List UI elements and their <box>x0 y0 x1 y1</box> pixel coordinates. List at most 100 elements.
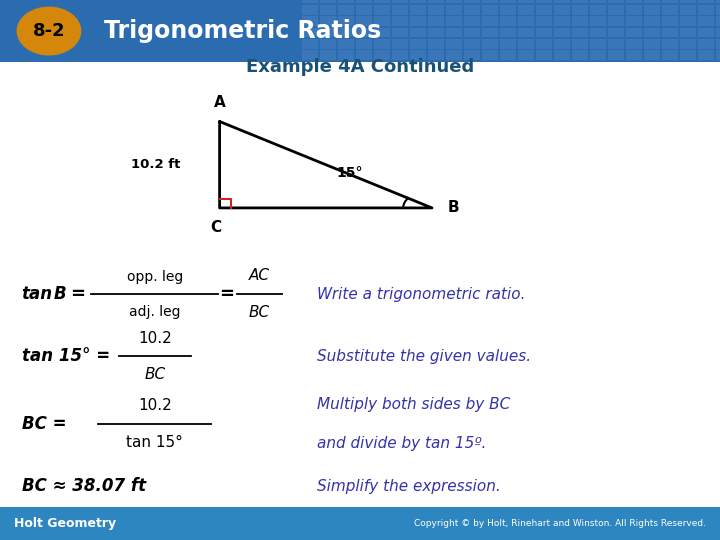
Text: tan 15°: tan 15° <box>127 435 183 450</box>
Text: Holt Geometry: Holt Geometry <box>14 517 117 530</box>
FancyBboxPatch shape <box>644 28 660 37</box>
FancyBboxPatch shape <box>320 50 336 60</box>
FancyBboxPatch shape <box>428 16 444 26</box>
FancyBboxPatch shape <box>302 16 318 26</box>
FancyBboxPatch shape <box>482 50 498 60</box>
FancyBboxPatch shape <box>500 50 516 60</box>
FancyBboxPatch shape <box>428 0 444 3</box>
FancyBboxPatch shape <box>374 39 390 49</box>
Text: BC: BC <box>144 367 166 382</box>
FancyBboxPatch shape <box>536 39 552 49</box>
FancyBboxPatch shape <box>536 50 552 60</box>
FancyBboxPatch shape <box>626 5 642 15</box>
FancyBboxPatch shape <box>518 16 534 26</box>
FancyBboxPatch shape <box>572 5 588 15</box>
FancyBboxPatch shape <box>572 28 588 37</box>
Text: BC =: BC = <box>22 415 66 433</box>
FancyBboxPatch shape <box>482 5 498 15</box>
FancyBboxPatch shape <box>500 5 516 15</box>
Text: Substitute the given values.: Substitute the given values. <box>317 349 531 364</box>
FancyBboxPatch shape <box>716 50 720 60</box>
FancyBboxPatch shape <box>482 39 498 49</box>
FancyBboxPatch shape <box>446 39 462 49</box>
FancyBboxPatch shape <box>716 16 720 26</box>
FancyBboxPatch shape <box>572 39 588 49</box>
FancyBboxPatch shape <box>590 39 606 49</box>
FancyBboxPatch shape <box>626 50 642 60</box>
FancyBboxPatch shape <box>464 50 480 60</box>
FancyBboxPatch shape <box>464 0 480 3</box>
FancyBboxPatch shape <box>374 50 390 60</box>
FancyBboxPatch shape <box>302 0 318 3</box>
FancyBboxPatch shape <box>536 0 552 3</box>
FancyBboxPatch shape <box>716 39 720 49</box>
FancyBboxPatch shape <box>356 50 372 60</box>
FancyBboxPatch shape <box>662 5 678 15</box>
FancyBboxPatch shape <box>536 28 552 37</box>
FancyBboxPatch shape <box>0 507 720 540</box>
FancyBboxPatch shape <box>644 0 660 3</box>
FancyBboxPatch shape <box>392 28 408 37</box>
FancyBboxPatch shape <box>374 16 390 26</box>
FancyBboxPatch shape <box>302 39 318 49</box>
FancyBboxPatch shape <box>680 5 696 15</box>
FancyBboxPatch shape <box>446 50 462 60</box>
FancyBboxPatch shape <box>464 16 480 26</box>
FancyBboxPatch shape <box>374 28 390 37</box>
Text: Simplify the expression.: Simplify the expression. <box>317 478 500 494</box>
FancyBboxPatch shape <box>518 0 534 3</box>
FancyBboxPatch shape <box>392 39 408 49</box>
FancyBboxPatch shape <box>662 0 678 3</box>
FancyBboxPatch shape <box>302 50 318 60</box>
FancyBboxPatch shape <box>410 0 426 3</box>
FancyBboxPatch shape <box>482 16 498 26</box>
FancyBboxPatch shape <box>536 5 552 15</box>
FancyBboxPatch shape <box>698 16 714 26</box>
FancyBboxPatch shape <box>590 0 606 3</box>
Text: tan: tan <box>22 285 53 303</box>
Text: 8-2: 8-2 <box>32 22 66 40</box>
Text: Write a trigonometric ratio.: Write a trigonometric ratio. <box>317 287 526 302</box>
FancyBboxPatch shape <box>590 50 606 60</box>
FancyBboxPatch shape <box>464 5 480 15</box>
FancyBboxPatch shape <box>680 0 696 3</box>
Text: B: B <box>448 200 459 215</box>
Text: 10.2 ft: 10.2 ft <box>130 158 180 171</box>
FancyBboxPatch shape <box>320 5 336 15</box>
Text: B: B <box>54 285 67 303</box>
FancyBboxPatch shape <box>410 16 426 26</box>
Text: A: A <box>214 94 225 110</box>
FancyBboxPatch shape <box>698 39 714 49</box>
FancyBboxPatch shape <box>698 0 714 3</box>
Text: Example 4A Continued: Example 4A Continued <box>246 58 474 77</box>
FancyBboxPatch shape <box>356 39 372 49</box>
Text: tan 15° =: tan 15° = <box>22 347 109 366</box>
FancyBboxPatch shape <box>428 39 444 49</box>
FancyBboxPatch shape <box>500 28 516 37</box>
Text: =: = <box>220 285 235 303</box>
FancyBboxPatch shape <box>428 5 444 15</box>
FancyBboxPatch shape <box>662 39 678 49</box>
FancyBboxPatch shape <box>554 5 570 15</box>
FancyBboxPatch shape <box>0 0 720 62</box>
FancyBboxPatch shape <box>716 0 720 3</box>
FancyBboxPatch shape <box>374 5 390 15</box>
FancyBboxPatch shape <box>500 39 516 49</box>
FancyBboxPatch shape <box>392 5 408 15</box>
FancyBboxPatch shape <box>680 39 696 49</box>
FancyBboxPatch shape <box>518 50 534 60</box>
FancyBboxPatch shape <box>608 50 624 60</box>
FancyBboxPatch shape <box>320 16 336 26</box>
FancyBboxPatch shape <box>338 50 354 60</box>
FancyBboxPatch shape <box>554 39 570 49</box>
Text: Copyright © by Holt, Rinehart and Winston. All Rights Reserved.: Copyright © by Holt, Rinehart and Winsto… <box>413 519 706 528</box>
FancyBboxPatch shape <box>554 16 570 26</box>
FancyBboxPatch shape <box>536 16 552 26</box>
FancyBboxPatch shape <box>482 0 498 3</box>
FancyBboxPatch shape <box>554 0 570 3</box>
FancyBboxPatch shape <box>626 28 642 37</box>
FancyBboxPatch shape <box>338 16 354 26</box>
FancyBboxPatch shape <box>590 5 606 15</box>
FancyBboxPatch shape <box>662 16 678 26</box>
FancyBboxPatch shape <box>680 16 696 26</box>
